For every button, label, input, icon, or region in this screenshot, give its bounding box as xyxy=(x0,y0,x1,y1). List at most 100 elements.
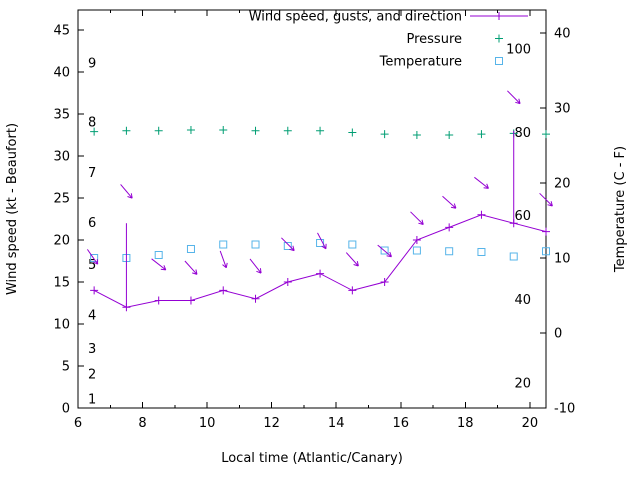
wind-speed-point xyxy=(316,269,325,278)
wind-speed-point xyxy=(542,227,550,236)
pressure-point xyxy=(542,130,550,139)
wind-direction-arrow xyxy=(86,249,99,265)
x-tick-label: 6 xyxy=(74,416,82,431)
beaufort-label: 1 xyxy=(88,393,96,408)
pressure-point xyxy=(445,131,454,139)
beaufort-label: 6 xyxy=(88,216,96,231)
temperature-point xyxy=(412,246,421,255)
x-axis-title: Local time (Atlantic/Canary) xyxy=(221,451,403,466)
x-tick-label: 20 xyxy=(522,416,539,431)
fahrenheit-label: 60 xyxy=(514,209,531,224)
beaufort-label: 8 xyxy=(88,115,96,130)
legend-label-temperature: Temperature xyxy=(379,55,462,70)
beaufort-label: 4 xyxy=(88,309,96,324)
wind-speed-point xyxy=(477,210,486,219)
legend-label-wind: Wind speed, gusts, and direction xyxy=(249,10,462,25)
plot-area: 6 8 10 12 14 16 18 2005101520253035404512345678… xyxy=(53,9,575,431)
temperature-point xyxy=(477,248,486,256)
temperature-point xyxy=(445,247,454,256)
temperature-point xyxy=(348,240,357,249)
legend-label-pressure: Pressure xyxy=(406,32,462,47)
pressure-point xyxy=(154,126,163,135)
y-tick-label: 5 xyxy=(62,360,70,375)
wind-speed-point xyxy=(154,296,163,305)
temperature-point xyxy=(154,251,163,259)
wind-speed-line xyxy=(93,214,547,308)
x-tick-label: 14 xyxy=(328,416,345,431)
legend-sample-temperature xyxy=(495,57,503,65)
wind-speed-point xyxy=(219,286,228,295)
pressure-point xyxy=(316,126,325,135)
y2-tick-label: 20 xyxy=(554,177,571,192)
temperature-point xyxy=(283,242,292,250)
temperature-point xyxy=(219,240,228,249)
legend-sample-pressure xyxy=(495,34,503,43)
y-tick-label: 25 xyxy=(53,192,70,207)
wind-speed-point xyxy=(90,286,99,295)
temperature-point xyxy=(186,245,195,253)
temperature-point xyxy=(316,239,325,247)
wind-direction-arrow xyxy=(281,237,295,252)
x-tick-label: 16 xyxy=(392,416,409,431)
temperature-point xyxy=(542,247,550,256)
pressure-point xyxy=(380,130,389,139)
y2-tick-label: 10 xyxy=(554,252,571,267)
pressure-point xyxy=(90,127,99,136)
pressure-point xyxy=(122,126,131,135)
y2-tick-label: 40 xyxy=(554,27,571,42)
x-tick-label: 8 xyxy=(138,416,146,431)
y-tick-label: 45 xyxy=(53,24,70,39)
beaufort-label: 7 xyxy=(88,166,96,181)
fahrenheit-label: 40 xyxy=(514,293,531,308)
pressure-point xyxy=(283,126,292,135)
beaufort-label: 5 xyxy=(88,258,96,273)
temperature-point xyxy=(251,240,260,249)
y-tick-label: 10 xyxy=(53,318,70,333)
wind-speed-point xyxy=(445,223,454,232)
legend-sample-wind-marker xyxy=(495,12,503,20)
x-tick-label: 18 xyxy=(457,416,474,431)
wind-direction-arrow xyxy=(507,90,521,105)
wind-direction-arrow xyxy=(377,244,392,258)
fahrenheit-label: 100 xyxy=(506,43,531,58)
temperature-point xyxy=(380,246,389,255)
wind-speed-point xyxy=(283,278,292,286)
wind-direction-arrow xyxy=(317,232,327,250)
y-tick-label: 20 xyxy=(53,234,70,249)
x-tick-label: 12 xyxy=(263,416,280,431)
y2-tick-label: -10 xyxy=(554,402,575,417)
wind-direction-arrow xyxy=(539,192,553,207)
wind-speed-point xyxy=(412,236,421,244)
temperature-point xyxy=(509,252,518,261)
pressure-point xyxy=(251,126,260,135)
beaufort-label: 3 xyxy=(88,342,96,357)
x-tick-label: 10 xyxy=(199,416,216,431)
wind-direction-arrow xyxy=(410,211,424,225)
y2-tick-label: 30 xyxy=(554,102,571,117)
beaufort-label: 2 xyxy=(88,367,96,382)
y-tick-label: 15 xyxy=(53,276,70,291)
wind-direction-arrow xyxy=(184,260,198,275)
y-tick-label: 0 xyxy=(62,402,70,417)
y-tick-label: 30 xyxy=(53,150,70,165)
y-tick-label: 40 xyxy=(53,66,70,81)
pressure-point xyxy=(477,130,486,139)
wind-direction-arrow xyxy=(219,250,228,269)
fahrenheit-label: 80 xyxy=(514,126,531,141)
beaufort-label: 9 xyxy=(88,57,96,72)
wind-direction-arrow xyxy=(249,258,262,274)
fahrenheit-label: 20 xyxy=(514,376,531,391)
wind-speed-point xyxy=(380,278,389,286)
wind-direction-arrow xyxy=(345,252,359,267)
wind-direction-arrow xyxy=(151,258,167,271)
wind-speed-point xyxy=(348,286,357,295)
wind-direction-arrow xyxy=(474,176,489,189)
pressure-point xyxy=(412,131,421,139)
wind-direction-arrow xyxy=(120,184,133,199)
plot-border xyxy=(77,9,547,409)
pressure-point xyxy=(348,128,357,137)
wind-speed-point xyxy=(251,294,260,303)
wind-speed-point xyxy=(186,296,195,305)
